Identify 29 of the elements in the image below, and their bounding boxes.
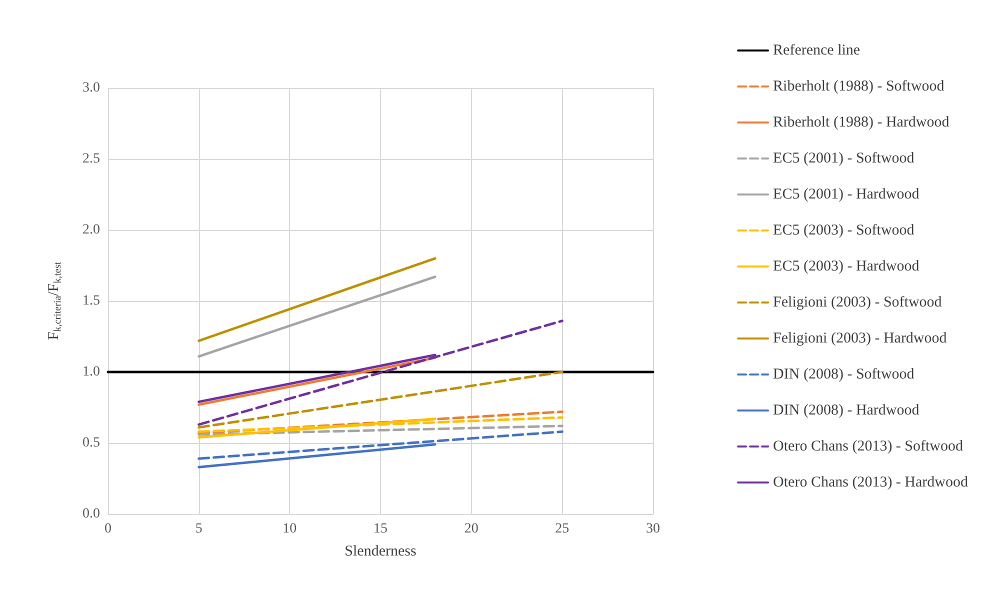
legend-label: Riberholt (1988) - Hardwood — [773, 114, 950, 130]
y-tick-label: 2.0 — [82, 222, 100, 238]
legend-label: Reference line — [773, 42, 860, 58]
x-tick-label: 15 — [374, 522, 388, 536]
x-tick-label: 25 — [555, 522, 570, 536]
legend-label: Feligioni (2003) - Hardwood — [773, 330, 948, 346]
legend-label: DIN (2008) - Hardwood — [773, 402, 920, 418]
y-tick-label: 0.0 — [82, 506, 100, 522]
legend-label: Otero Chans (2013) - Hardwood — [773, 474, 968, 490]
x-tick-label: 30 — [646, 522, 660, 536]
legend-label: EC5 (2003) - Hardwood — [773, 258, 920, 274]
legend-label: Riberholt (1988) - Softwood — [773, 78, 945, 94]
y-tick-label: 3.0 — [82, 80, 100, 96]
y-tick-label: 2.5 — [82, 152, 100, 166]
x-tick-label: 10 — [282, 522, 297, 536]
x-tick-label: 5 — [195, 522, 202, 536]
legend-label: DIN (2008) - Softwood — [773, 366, 915, 382]
y-tick-label: 1.5 — [82, 294, 100, 308]
y-tick-label: 1.0 — [82, 364, 100, 380]
legend-label: EC5 (2003) - Softwood — [773, 222, 915, 238]
legend-label: Feligioni (2003) - Softwood — [773, 294, 942, 310]
legend-label: EC5 (2001) - Softwood — [773, 150, 915, 166]
x-axis-title: Slenderness — [344, 544, 416, 560]
y-axis-title: Fk,criteria/Fk,test — [46, 262, 64, 340]
x-tick-label: 0 — [104, 522, 112, 536]
legend-label: Otero Chans (2013) - Softwood — [773, 438, 964, 454]
legend-label: EC5 (2001) - Hardwood — [773, 186, 920, 202]
y-tick-label: 0.5 — [82, 436, 100, 450]
x-tick-label: 20 — [464, 522, 478, 536]
